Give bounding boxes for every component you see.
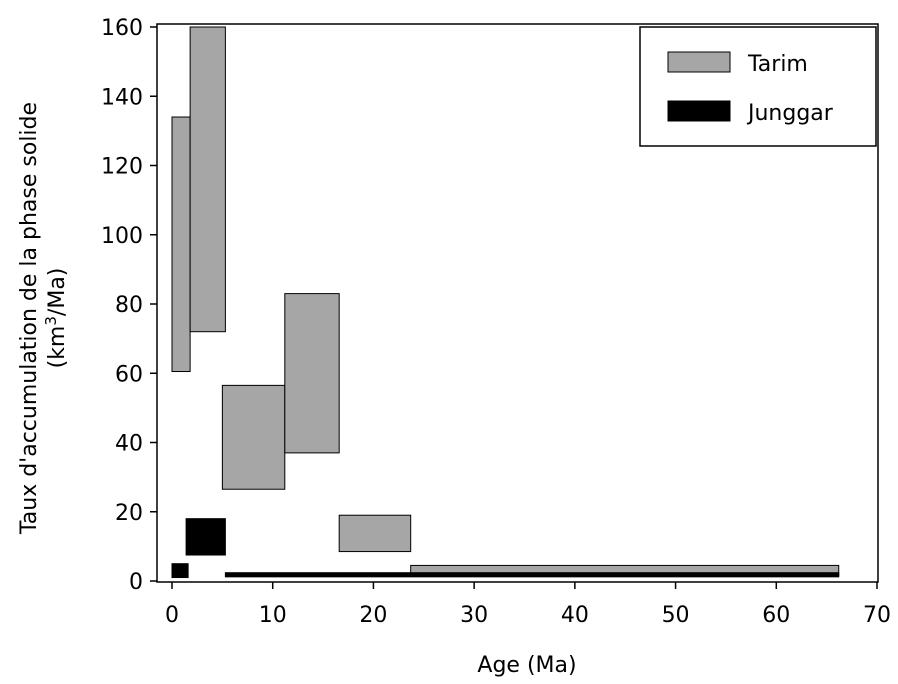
x-tick-label-50: 50 (662, 603, 690, 628)
x-tick-label-60: 60 (762, 603, 790, 628)
y-tick-label-160: 160 (101, 16, 143, 41)
tarim-box-4 (284, 293, 340, 454)
legend: Tarim Junggar (639, 26, 877, 147)
tarim-box-2 (189, 26, 226, 333)
x-tick-label-30: 30 (460, 603, 488, 628)
y-tick-label-60: 60 (115, 362, 143, 387)
y-tick-label-100: 100 (101, 224, 143, 249)
tarim-box-3 (221, 384, 286, 490)
y-tick-label-40: 40 (115, 432, 143, 457)
junggar-box-1 (171, 563, 189, 579)
y-axis-title-line2: (km3/Ma) (42, 268, 70, 369)
y-axis-unit-superscript: 3 (42, 316, 60, 326)
y-tick-label-20: 20 (115, 501, 143, 526)
legend-label-tarim: Tarim (747, 52, 808, 77)
y-tick-label-0: 0 (129, 570, 143, 595)
y-tick-label-140: 140 (101, 85, 143, 110)
plot-frame (156, 23, 879, 583)
legend-box (639, 26, 877, 147)
x-tick-label-40: 40 (561, 603, 589, 628)
axis-ticks: 0 10 20 30 40 50 60 70 0 20 40 60 80 100 120 140 160 (101, 16, 891, 628)
junggar-box-3 (224, 572, 840, 578)
tarim-box-1 (171, 116, 191, 373)
x-tick-label-0: 0 (165, 603, 179, 628)
y-axis-title-line1: Taux d'accumulation de la phase solide (17, 102, 42, 535)
junggar-box-2 (185, 518, 226, 556)
data-boxes (171, 26, 840, 579)
y-tick-label-80: 80 (115, 293, 143, 318)
legend-swatch-junggar (667, 100, 731, 122)
legend-label-junggar: Junggar (746, 101, 834, 126)
tarim-box-5 (338, 514, 412, 553)
y-axis-unit-prefix: (km (45, 326, 70, 369)
x-tick-label-20: 20 (359, 603, 387, 628)
x-tick-label-70: 70 (863, 603, 891, 628)
x-axis-title: Age (Ma) (477, 653, 576, 678)
y-axis-unit-suffix: /Ma) (45, 268, 70, 316)
y-tick-label-120: 120 (101, 155, 143, 180)
legend-swatch-tarim (667, 51, 731, 73)
x-tick-label-10: 10 (259, 603, 287, 628)
